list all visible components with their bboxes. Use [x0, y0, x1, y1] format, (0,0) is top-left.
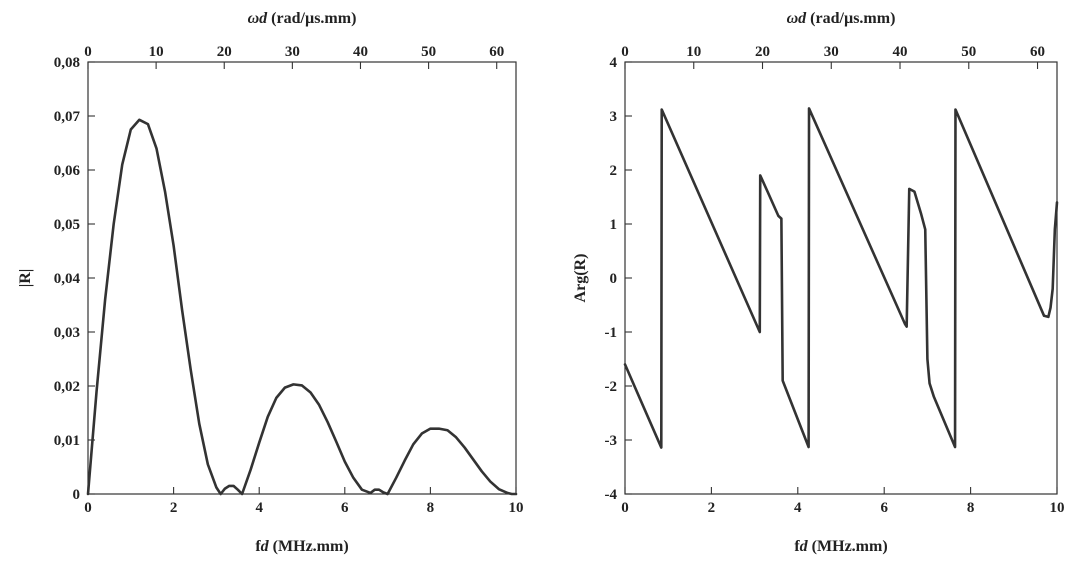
- x-tick-label: 8: [427, 500, 435, 516]
- x-axis-label: fd (MHz.mm): [255, 538, 348, 555]
- top-x-tick-label: 60: [1030, 44, 1045, 60]
- x-tick-label: 4: [794, 500, 802, 516]
- x-tick-label: 2: [170, 500, 178, 516]
- x-tick-label: 0: [621, 500, 629, 516]
- y-tick-label: -1: [605, 325, 618, 341]
- top-x-tick-label: 60: [489, 44, 504, 60]
- top-x-tick-label: 0: [84, 44, 92, 60]
- top-x-tick-label: 20: [217, 44, 232, 60]
- y-tick-label: -4: [605, 487, 618, 503]
- x-tick-label: 0: [84, 500, 92, 516]
- y-axis-label: |R|: [17, 269, 34, 288]
- x-tick-label: 10: [509, 500, 524, 516]
- y-tick-label: 0,07: [54, 109, 81, 125]
- top-x-tick-label: 40: [893, 44, 908, 60]
- y-tick-label: 0,01: [54, 433, 80, 449]
- y-tick-label: 0,05: [54, 217, 80, 233]
- y-tick-label: 1: [610, 217, 618, 233]
- y-tick-label: 0,03: [54, 325, 80, 341]
- phase-chart: 0 2 4 6 8 10 0 10 20 30 40 50 60 -4 -3 -2 -1 0 1 2 3 4 fd (MHz…: [572, 10, 1065, 555]
- top-x-axis-label: ωd (rad/µs.mm): [787, 10, 896, 27]
- x-tick-label: 10: [1050, 500, 1065, 516]
- plot-frame: [624, 61, 1058, 495]
- y-tick-label: 0,06: [54, 163, 81, 179]
- top-x-tick-label: 10: [686, 44, 701, 60]
- magnitude-series-line: [86, 118, 518, 496]
- top-x-tick-label: 0: [621, 44, 629, 60]
- top-x-axis-label: ωd (rad/µs.mm): [248, 10, 357, 27]
- top-x-tick-label: 50: [421, 44, 436, 60]
- top-x-tick-label: 30: [824, 44, 839, 60]
- y-tick-label: -3: [605, 433, 618, 449]
- y-axis-label: Arg(R): [572, 254, 589, 303]
- x-tick-label: 8: [967, 500, 975, 516]
- y-tick-label: 0,08: [54, 55, 80, 71]
- top-x-tick-label: 30: [285, 44, 300, 60]
- y-tick-label: 3: [610, 109, 618, 125]
- phase-series-line: [623, 107, 1059, 449]
- top-x-tick-label: 20: [755, 44, 770, 60]
- y-tick-label: 0,02: [54, 379, 80, 395]
- magnitude-chart: 0 2 4 6 8 10 0 10 20 30 40 50 60 0 0,01 0,02 0,03 0,04 0,0…: [17, 10, 524, 555]
- top-x-tick-label: 40: [353, 44, 368, 60]
- plot-frame: [87, 61, 517, 495]
- x-axis-label: fd (MHz.mm): [794, 538, 887, 555]
- y-tick-label: 0: [73, 487, 81, 503]
- x-tick-label: 4: [255, 500, 263, 516]
- y-tick-label: 2: [610, 163, 618, 179]
- y-tick-label: 0,04: [54, 271, 81, 287]
- x-tick-label: 2: [708, 500, 716, 516]
- x-tick-label: 6: [880, 500, 888, 516]
- top-x-tick-label: 50: [961, 44, 976, 60]
- x-tick-label: 6: [341, 500, 349, 516]
- y-tick-label: 4: [610, 55, 618, 71]
- y-tick-label: -2: [605, 379, 618, 395]
- y-tick-label: 0: [610, 271, 618, 287]
- top-x-tick-label: 10: [149, 44, 164, 60]
